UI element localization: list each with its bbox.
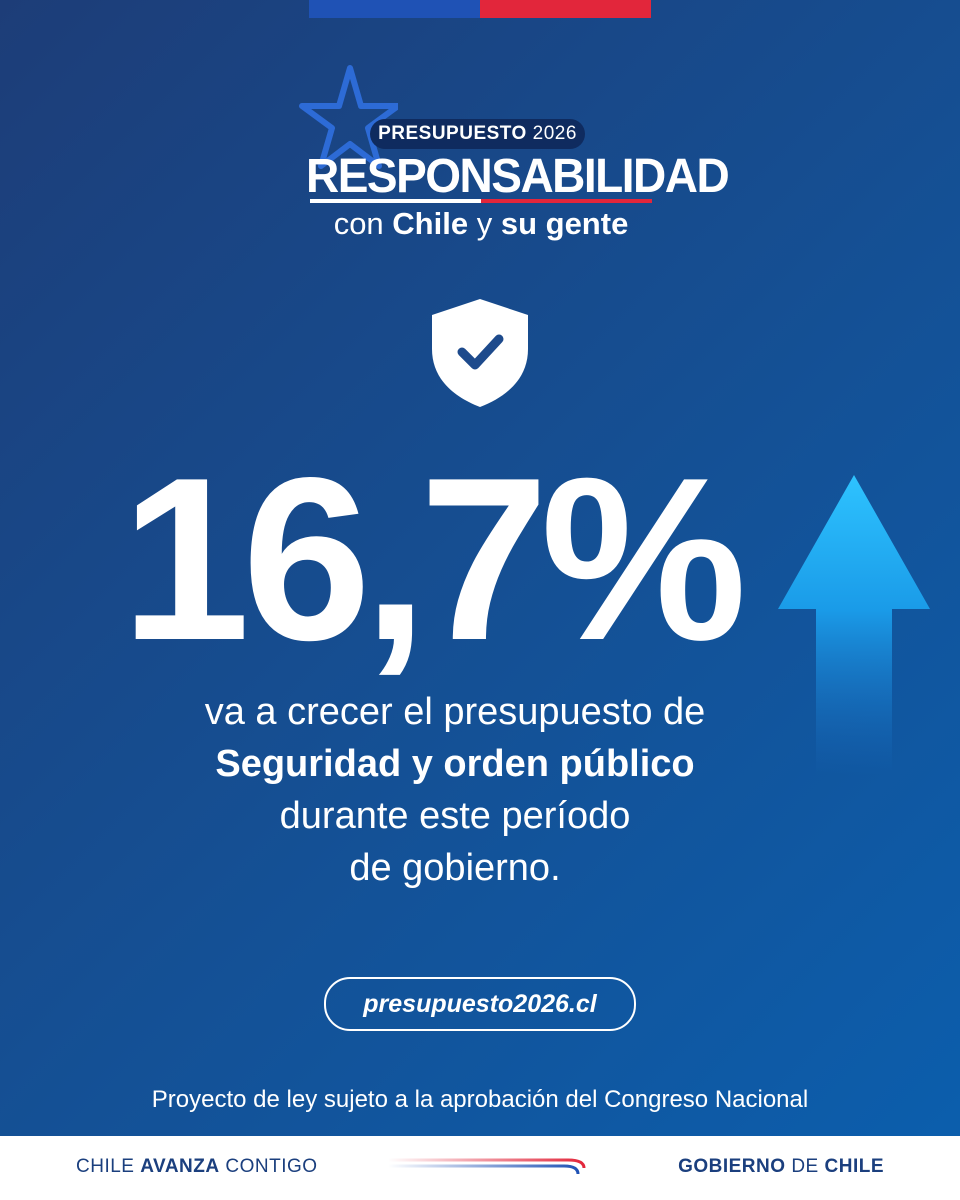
- description-line-4: de gobierno.: [349, 847, 561, 889]
- campaign-logo: PRESUPUESTO 2026 RESPONSABILIDAD con Chi…: [288, 62, 730, 252]
- government-name: GOBIERNO DE CHILE: [678, 1156, 884, 1177]
- description: va a crecer el presupuesto de Seguridad …: [100, 686, 810, 894]
- pill-word: PRESUPUESTO: [378, 123, 527, 144]
- footer-bar: CHILE AVANZA CONTIGO GOBIERNO DE CHILE: [0, 1136, 960, 1200]
- footer-slogan: CHILE AVANZA CONTIGO: [76, 1156, 318, 1177]
- shield-check-icon: [432, 299, 528, 407]
- pill-year: 2026: [532, 123, 577, 144]
- star-outline-icon: [299, 65, 398, 169]
- logo-tagline: con Chile y su gente: [333, 206, 629, 241]
- growth-percentage: 16,7%: [121, 430, 747, 689]
- government-swoosh-logo: [388, 1158, 586, 1175]
- description-line-3: durante este período: [279, 795, 631, 837]
- logo-underline: [310, 199, 652, 203]
- description-line-1: va a crecer el presupuesto de: [204, 691, 706, 733]
- budget-year-pill: PRESUPUESTO 2026: [370, 119, 585, 149]
- legal-disclaimer: Proyecto de ley sujeto a la aprobación d…: [151, 1086, 809, 1113]
- flag-blue-band: [309, 0, 480, 18]
- flag-strip: [309, 0, 651, 18]
- description-highlight: Seguridad y orden público: [215, 743, 695, 785]
- budget-website-link[interactable]: presupuesto2026.cl: [324, 977, 636, 1031]
- flag-red-band: [480, 0, 651, 18]
- arrow-up-icon: [778, 475, 930, 775]
- logo-headline: RESPONSABILIDAD: [306, 147, 730, 203]
